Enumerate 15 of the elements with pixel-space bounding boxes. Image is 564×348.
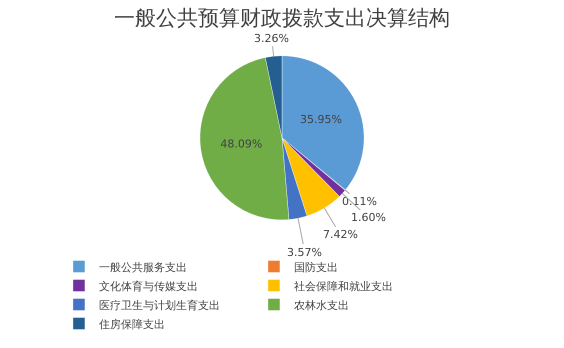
legend-label: 一般公共服务支出 bbox=[98, 260, 187, 274]
chart-title: 一般公共预算财政拨款支出决算结构 bbox=[114, 6, 450, 30]
data-label: 1.60% bbox=[351, 211, 386, 224]
legend-label: 文化体育与传媒支出 bbox=[98, 280, 198, 293]
data-label: 0.11% bbox=[342, 195, 377, 208]
data-label: 35.95% bbox=[300, 112, 342, 126]
data-label: 48.09% bbox=[220, 137, 262, 150]
data-label: 3.57% bbox=[287, 246, 322, 259]
data-label: 3.26% bbox=[254, 32, 289, 45]
legend-label: 社会保障和就业支出 bbox=[294, 280, 393, 293]
data-label: 7.42% bbox=[323, 228, 358, 241]
legend-label: 农林水支出 bbox=[294, 298, 349, 312]
legend-label: 住房保障支出 bbox=[98, 318, 165, 331]
legend-label: 医疗卫生与计划生育支出 bbox=[98, 298, 220, 312]
legend-label: 国防支出 bbox=[294, 260, 338, 274]
